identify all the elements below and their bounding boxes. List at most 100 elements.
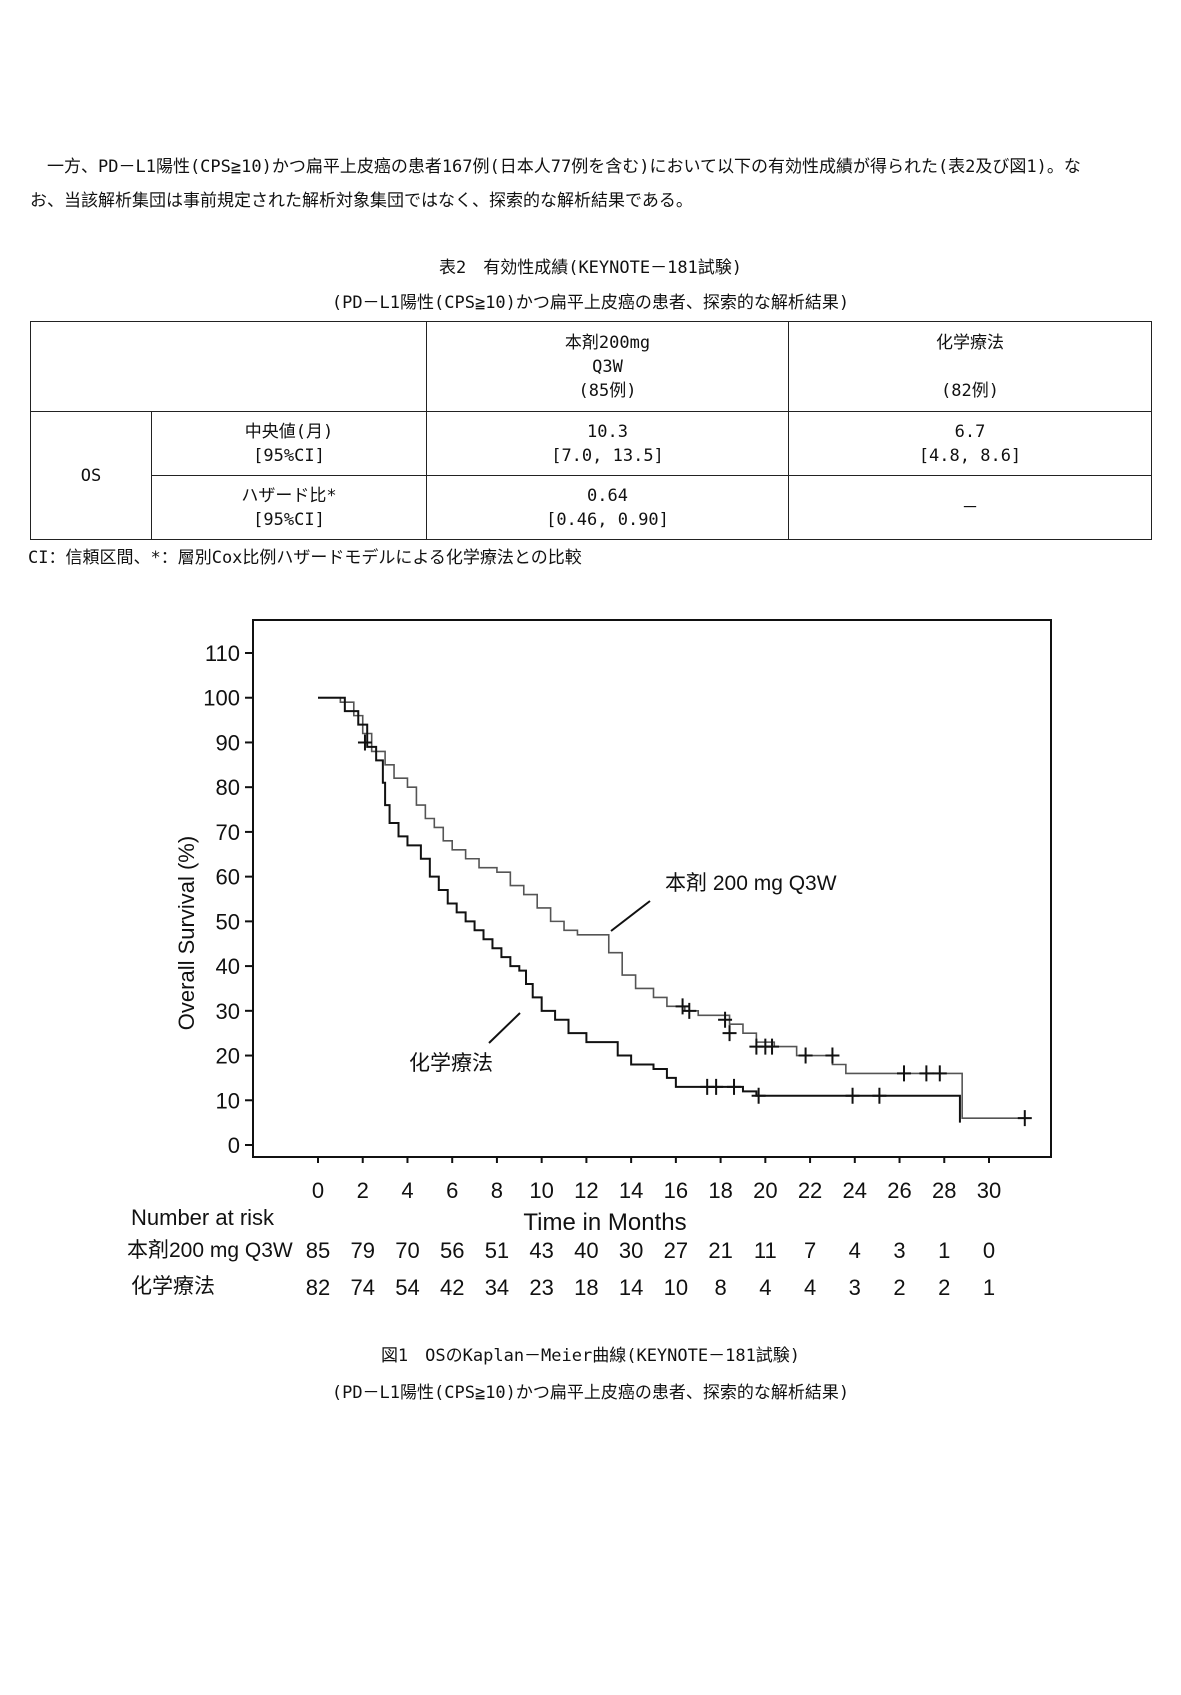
table-title: 表2 有効性成績(KEYNOTE－181試験) <box>438 258 743 278</box>
risk-value-chemo: 4 <box>804 1275 816 1300</box>
y-tick-label: 80 <box>216 775 240 800</box>
x-tick-label: 14 <box>619 1178 643 1203</box>
header-drug-line3: (85例) <box>578 380 637 401</box>
series-label-chemo: 化学療法 <box>409 1052 493 1075</box>
figure-subtitle: (PD－L1陽性(CPS≧10)かつ扁平上皮癌の患者、探索的な解析結果) <box>331 1383 850 1403</box>
y-tick-label: 20 <box>216 1044 240 1069</box>
row-label-line2: [95%CI] <box>253 509 325 530</box>
risk-value-drug: 30 <box>619 1238 643 1263</box>
censor-mark-drug <box>932 1065 947 1082</box>
censor-mark-chemo <box>751 1087 766 1104</box>
header-chemo: 化学療法 (82例) <box>788 321 1152 412</box>
risk-value-drug: 0 <box>983 1238 995 1263</box>
censor-mark-drug <box>765 1038 780 1055</box>
censor-mark-drug <box>798 1047 813 1064</box>
x-tick-label: 26 <box>887 1178 911 1203</box>
risk-value-chemo: 23 <box>529 1275 553 1300</box>
drug-value: 10.3 [7.0, 13.5] <box>426 411 789 476</box>
drug-value-ci: [7.0, 13.5] <box>551 445 664 466</box>
risk-value-drug: 27 <box>664 1238 688 1263</box>
risk-value-chemo: 1 <box>983 1275 995 1300</box>
y-tick-label: 40 <box>216 954 240 979</box>
row-label-line1: ハザード比* <box>241 485 337 506</box>
x-tick-label: 16 <box>664 1178 688 1203</box>
x-tick-label: 10 <box>529 1178 553 1203</box>
censor-mark-chemo <box>709 1078 724 1095</box>
header-drug-line1: 本剤200mg <box>564 332 651 353</box>
risk-value-drug: 85 <box>306 1238 330 1263</box>
risk-value-chemo: 18 <box>574 1275 598 1300</box>
censor-mark-drug <box>1017 1110 1032 1127</box>
header-drug: 本剤200mg Q3W (85例) <box>426 321 789 412</box>
risk-value-drug: 21 <box>708 1238 732 1263</box>
risk-value-chemo: 82 <box>306 1275 330 1300</box>
censor-mark-chemo <box>727 1078 742 1095</box>
table-subtitle: (PD－L1陽性(CPS≧10)かつ扁平上皮癌の患者、探索的な解析結果) <box>331 293 850 313</box>
series-label-drug: 本剤 200 mg Q3W <box>665 872 837 895</box>
plot-frame <box>252 619 1052 1158</box>
table-footnote: CI：信頼区間、*：層別Cox比例ハザードモデルによる化学療法との比較 <box>28 548 582 568</box>
risk-value-drug: 4 <box>849 1238 861 1263</box>
risk-value-chemo: 54 <box>395 1275 419 1300</box>
figure-title: 図1 OSのKaplan－Meier曲線(KEYNOTE－181試験) <box>380 1346 801 1366</box>
km-curve-chemo <box>318 696 961 1123</box>
x-tick-label: 22 <box>798 1178 822 1203</box>
censor-mark-drug <box>919 1065 934 1082</box>
risk-value-chemo: 4 <box>759 1275 771 1300</box>
intro-line-1: 一方、PD－L1陽性(CPS≧10)かつ扁平上皮癌の患者167例(日本人77例を… <box>30 157 1081 177</box>
x-tick-label: 12 <box>574 1178 598 1203</box>
risk-value-chemo: 2 <box>893 1275 905 1300</box>
y-tick-label: 70 <box>216 820 240 845</box>
header-drug-line2: Q3W <box>592 356 623 377</box>
risk-value-drug: 1 <box>938 1238 950 1263</box>
y-tick-label: 0 <box>228 1133 240 1158</box>
risk-value-drug: 70 <box>395 1238 419 1263</box>
x-tick-label: 2 <box>357 1178 369 1203</box>
censor-mark-chemo <box>845 1087 860 1104</box>
risk-value-chemo: 2 <box>938 1275 950 1300</box>
row-group-os: OS <box>30 411 152 540</box>
row-label: ハザード比* [95%CI] <box>151 475 427 540</box>
risk-value-drug: 40 <box>574 1238 598 1263</box>
drug-value: 0.64 [0.46, 0.90] <box>426 475 789 540</box>
series-pointer-chemo <box>488 1012 521 1044</box>
row-label-line2: [95%CI] <box>253 445 325 466</box>
chemo-value: 6.7 [4.8, 8.6] <box>788 411 1152 476</box>
censor-mark-drug <box>682 1002 697 1019</box>
risk-value-drug: 3 <box>893 1238 905 1263</box>
censor-mark-drug <box>718 1011 733 1028</box>
y-tick-label: 10 <box>216 1088 240 1113</box>
intro-paragraph: 一方、PD－L1陽性(CPS≧10)かつ扁平上皮癌の患者167例(日本人77例を… <box>30 150 1152 218</box>
header-chemo-line3: (82例) <box>941 380 999 401</box>
chemo-value-main: 6.7 <box>954 421 986 442</box>
y-tick-label: 50 <box>216 909 240 934</box>
drug-value-ci: [0.46, 0.90] <box>546 509 669 530</box>
table-row: ハザード比* [95%CI] 0.64 [0.46, 0.90] － <box>31 475 1152 540</box>
x-tick-label: 18 <box>708 1178 732 1203</box>
censor-mark-drug <box>825 1047 840 1064</box>
number-at-risk-heading: Number at risk <box>131 1205 275 1230</box>
x-tick-label: 24 <box>843 1178 867 1203</box>
risk-row-label-chemo: 化学療法 <box>131 1275 215 1298</box>
risk-value-chemo: 34 <box>485 1275 509 1300</box>
drug-value-main: 10.3 <box>587 421 628 442</box>
x-tick-label: 28 <box>932 1178 956 1203</box>
chemo-value-ci: [4.8, 8.6] <box>918 445 1022 466</box>
drug-value-main: 0.64 <box>587 485 628 506</box>
chemo-value: － <box>788 475 1152 540</box>
x-tick-label: 6 <box>446 1178 458 1203</box>
y-tick-label: 60 <box>216 865 240 890</box>
row-label-line1: 中央値(月) <box>244 421 334 442</box>
censor-mark-drug <box>722 1025 737 1042</box>
table-row: OS 中央値(月) [95%CI] 10.3 [7.0, 13.5] 6.7 [… <box>30 411 1152 540</box>
risk-value-chemo: 42 <box>440 1275 464 1300</box>
y-tick-label: 30 <box>216 999 240 1024</box>
y-tick-label: 90 <box>216 730 240 755</box>
y-axis-label: Overall Survival (%) <box>174 836 199 1030</box>
risk-value-chemo: 10 <box>664 1275 688 1300</box>
risk-value-drug: 79 <box>350 1238 374 1263</box>
x-tick-label: 8 <box>491 1178 503 1203</box>
censor-mark-chemo <box>357 734 372 751</box>
x-tick-label: 0 <box>312 1178 324 1203</box>
